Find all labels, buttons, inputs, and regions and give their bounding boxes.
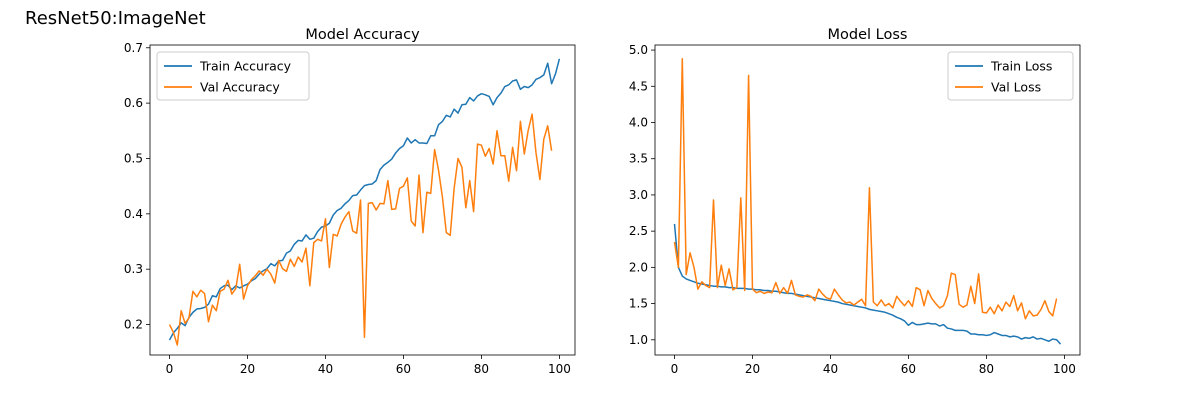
loss-legend-box (947, 51, 1074, 101)
acc-y-tick-label: 0.5 (124, 151, 143, 165)
loss-legend-val-label: Val Loss (991, 80, 1041, 95)
acc-chart-title: Model Accuracy (305, 27, 420, 43)
loss-x-tick-label: 80 (979, 362, 994, 376)
loss-y-tick-label: 1.0 (629, 333, 648, 347)
acc-y-tick-label: 0.2 (124, 318, 143, 332)
loss-x-tick-label: 0 (671, 362, 679, 376)
figure-title: ResNet50:ImageNet (25, 8, 206, 29)
acc-axes-frame (149, 44, 576, 356)
acc-y-tick-label: 0.4 (124, 207, 143, 221)
acc-train-line (168, 58, 561, 341)
loss-x-tick-label: 60 (901, 362, 916, 376)
acc-plot: Model Accuracy 0 20 40 60 80 100 0.2 0.3 0.4 0.5 0.… (124, 27, 576, 376)
acc-val-line (168, 113, 553, 346)
loss-train-line (673, 223, 1062, 345)
acc-x-tick-label: 40 (318, 362, 333, 376)
acc-legend-box (156, 51, 310, 101)
acc-x-tick-label: 60 (396, 362, 411, 376)
loss-y-tick-label: 5.0 (629, 43, 648, 57)
loss-y-tick-label: 3.0 (629, 188, 648, 202)
loss-x-tick-label: 20 (745, 362, 760, 376)
acc-x-tick-label: 20 (240, 362, 255, 376)
acc-x-tick-label: 80 (474, 362, 489, 376)
loss-y-tick-label: 4.0 (629, 116, 648, 130)
acc-y-tick-label: 0.3 (124, 262, 143, 276)
loss-y-tick-label: 1.5 (629, 297, 648, 311)
acc-x-tick-label: 100 (548, 362, 571, 376)
acc-y-tick-label: 0.7 (124, 41, 143, 55)
loss-plot: Model Loss 0 20 40 60 80 100 1.0 1.5 2.0 2.5 3.0 3.5… (629, 27, 1081, 376)
loss-val-line (673, 58, 1058, 320)
acc-legend: Train Accuracy Val Accuracy (156, 51, 310, 101)
loss-y-tick-label: 2.0 (629, 260, 648, 274)
loss-chart-title: Model Loss (828, 27, 908, 43)
loss-y-tick-label: 4.5 (629, 79, 648, 93)
loss-x-tick-label: 100 (1053, 362, 1076, 376)
loss-y-tick-label: 3.5 (629, 152, 648, 166)
acc-legend-val-label: Val Accuracy (200, 80, 280, 95)
acc-legend-train-label: Train Accuracy (199, 59, 292, 74)
acc-x-tick-label: 0 (166, 362, 174, 376)
loss-x-tick-label: 40 (823, 362, 838, 376)
loss-legend-train-label: Train Loss (990, 59, 1052, 74)
loss-axes-frame (654, 44, 1081, 356)
loss-y-tick-label: 2.5 (629, 224, 648, 238)
acc-y-tick-label: 0.6 (124, 96, 143, 110)
loss-legend: Train Loss Val Loss (947, 51, 1074, 101)
